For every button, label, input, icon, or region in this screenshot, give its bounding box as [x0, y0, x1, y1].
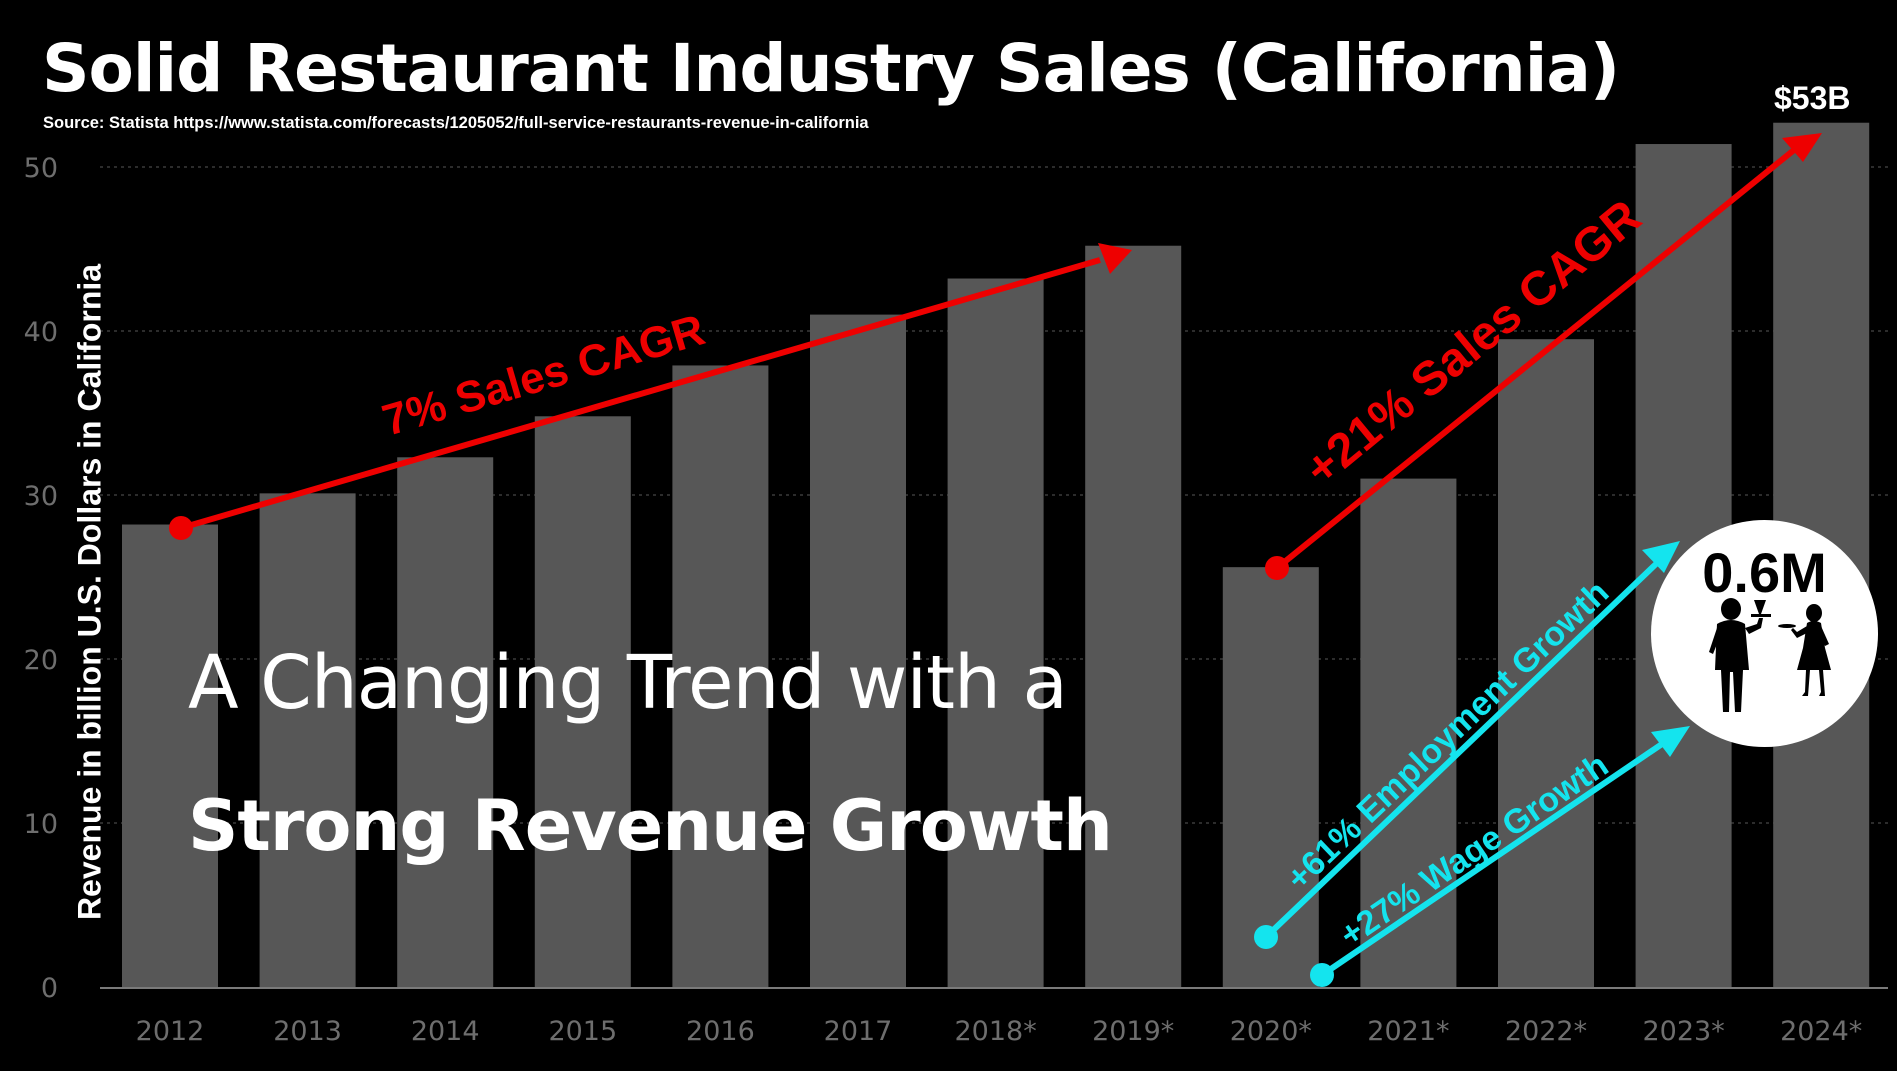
slide-title: Solid Restaurant Industry Sales (Califor…	[42, 30, 1620, 107]
employment-arrow-start-dot	[1254, 925, 1278, 949]
waiter-silhouette-icon	[1709, 598, 1771, 712]
x-tick-label: 2024*	[1780, 1016, 1862, 1047]
x-tick-label: 2012	[136, 1016, 205, 1047]
x-tick-label: 2015	[548, 1016, 617, 1047]
bar	[947, 278, 1044, 987]
x-tick-label: 2023*	[1642, 1016, 1724, 1047]
x-tick-label: 2022*	[1505, 1016, 1587, 1047]
bar	[1085, 245, 1182, 988]
overlay-heading-line-2: Strong Revenue Growth	[188, 785, 1113, 867]
cagr-second-label: +21% Sales CAGR	[1295, 190, 1651, 496]
y-tick-label: 40	[24, 317, 58, 348]
x-tick-label: 2017	[824, 1016, 893, 1047]
bar	[122, 524, 218, 987]
bar	[1498, 339, 1594, 987]
employment-arrowhead	[1642, 541, 1680, 573]
bars	[122, 122, 1870, 988]
sales-arrow-start-dot-second	[1265, 556, 1289, 580]
y-axis-label: Revenue in billion U.S. Dollars in Calif…	[71, 263, 108, 921]
sales-arrow-start-dot-first	[169, 516, 193, 540]
bar	[1360, 478, 1457, 987]
restaurant-staff-silhouettes-icon	[1709, 598, 1831, 712]
employment-badge: 0.6M	[1651, 520, 1878, 747]
badge-value: 0.6M	[1702, 541, 1827, 604]
y-tick-label: 30	[24, 481, 58, 512]
y-tick-labels: 0 10 20 30 40 50	[24, 153, 58, 1004]
y-tick-label: 10	[24, 809, 58, 840]
wage-arrow-start-dot	[1310, 963, 1334, 987]
source-citation: Source: Statista https://www.statista.co…	[43, 114, 869, 132]
y-tick-label: 50	[24, 153, 58, 184]
sales-arrowhead-first	[1098, 243, 1132, 274]
x-tick-label: 2018*	[954, 1016, 1036, 1047]
y-tick-label: 0	[41, 973, 58, 1004]
peak-value-label: $53B	[1774, 80, 1851, 116]
waitress-silhouette-icon	[1778, 604, 1831, 696]
x-tick-labels: 2012 2013 2014 2015 2016 2017 2018* 2019* 2020* 2…	[136, 1016, 1863, 1047]
wage-arrow-line	[1320, 741, 1664, 978]
sales-arrow-line-second	[1275, 147, 1796, 571]
sales-arrow-line-first	[180, 257, 1101, 531]
bar	[1222, 567, 1319, 987]
sales-arrowhead-second	[1782, 133, 1822, 162]
bar	[259, 493, 356, 987]
wage-arrowhead	[1651, 726, 1690, 757]
x-tick-label: 2014	[411, 1016, 480, 1047]
bar	[672, 365, 769, 987]
bar	[810, 314, 906, 988]
x-tick-label: 2019*	[1092, 1016, 1174, 1047]
employment-arrow-line	[1263, 561, 1659, 940]
x-tick-label: 2020*	[1230, 1016, 1312, 1047]
bar	[397, 457, 494, 987]
x-tick-label: 2021*	[1367, 1016, 1449, 1047]
overlay-heading-line-1: A Changing Trend with a	[188, 640, 1068, 726]
x-tick-label: 2016	[686, 1016, 755, 1047]
y-tick-label: 20	[24, 645, 58, 676]
bar	[534, 416, 631, 987]
x-tick-label: 2013	[273, 1016, 342, 1047]
